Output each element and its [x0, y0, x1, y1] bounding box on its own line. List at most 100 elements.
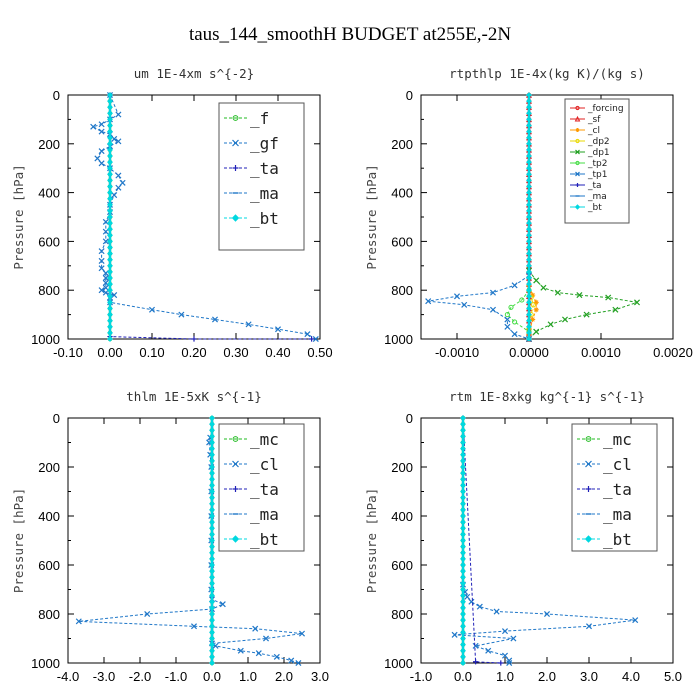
data-point — [107, 128, 113, 135]
data-point — [512, 319, 518, 325]
data-point — [115, 172, 122, 179]
data-point — [209, 641, 215, 648]
x-tick-label: 5.0 — [664, 669, 682, 684]
data-point — [209, 531, 215, 538]
data-point — [102, 218, 109, 225]
data-point — [209, 604, 215, 611]
data-point — [144, 610, 151, 618]
data-point — [107, 311, 113, 318]
data-point — [533, 328, 540, 335]
data-point — [288, 657, 295, 664]
data-point — [476, 603, 483, 610]
data-point — [102, 274, 109, 282]
data-point — [501, 652, 509, 659]
data-point — [526, 275, 532, 281]
data-point — [209, 476, 215, 483]
data-point — [526, 165, 532, 172]
data-point — [543, 610, 551, 618]
data-point — [102, 228, 109, 235]
data-point — [526, 244, 532, 251]
data-point — [107, 281, 113, 288]
y-tick-label: 0 — [406, 411, 413, 426]
data-point — [451, 631, 458, 638]
legend-entry: _ta — [250, 480, 279, 499]
y-tick-label: 1000 — [31, 656, 60, 671]
data-point — [252, 625, 259, 632]
data-point — [530, 302, 536, 308]
x-tick-label: 3.0 — [580, 669, 598, 684]
data-point — [209, 617, 215, 624]
data-point — [209, 568, 215, 575]
legend-marker — [574, 115, 581, 122]
data-point — [460, 476, 466, 483]
data-point — [107, 226, 113, 233]
data-point — [460, 623, 466, 630]
data-point — [209, 562, 215, 568]
y-tick-label: 200 — [391, 460, 413, 475]
data-point — [107, 220, 113, 227]
data-point — [107, 323, 113, 330]
series-bt — [526, 92, 532, 342]
legend-entry: _ma — [250, 184, 279, 203]
data-point — [526, 250, 532, 257]
data-point — [98, 148, 105, 155]
legend-entry: _bt — [603, 530, 632, 549]
data-point — [191, 336, 197, 342]
data-point — [115, 111, 122, 118]
x-tick-label: 1.0 — [496, 669, 514, 684]
legend-entry: _dp2 — [587, 137, 610, 147]
chart-panel-3: thlm 1E-5xK s^{-1} Pressure [hPa] 0 200 400 6… — [11, 389, 329, 684]
legend-marker — [231, 535, 240, 543]
data-point — [526, 159, 532, 166]
data-point — [526, 232, 532, 239]
data-point — [98, 128, 105, 135]
data-point — [209, 647, 215, 654]
chart-panel-1: um 1E-4xm s^{-2} Pressure [hPa] 0 200 400 600… — [11, 66, 333, 360]
data-point — [312, 335, 319, 342]
data-point — [107, 201, 113, 208]
series-dp1 — [525, 267, 641, 342]
data-point — [102, 279, 109, 286]
data-point — [107, 171, 113, 178]
y-tick-label: 400 — [38, 509, 60, 524]
data-point — [526, 134, 532, 141]
series-bt — [209, 415, 215, 666]
data-point — [460, 525, 466, 532]
data-point — [460, 549, 466, 556]
data-point — [107, 232, 113, 239]
data-point — [504, 316, 511, 323]
data-point — [473, 659, 479, 665]
data-point — [460, 494, 466, 501]
legend-entry: _ma — [250, 505, 279, 524]
data-point — [526, 305, 532, 312]
data-point — [460, 604, 466, 611]
data-point — [519, 297, 525, 303]
legend-entry: _dp1 — [587, 148, 610, 158]
data-point — [209, 464, 215, 470]
data-point — [107, 214, 113, 220]
data-point — [468, 598, 475, 605]
data-point — [547, 321, 554, 328]
data-point — [498, 660, 504, 666]
data-point — [209, 513, 215, 519]
data-point — [75, 618, 82, 625]
legend: _mc _cl _ta _ma _bt — [218, 423, 305, 552]
panel-title: thlm 1E-5xK s^{-1} — [126, 389, 261, 404]
data-point — [485, 647, 492, 654]
data-point — [107, 207, 113, 214]
data-point — [576, 292, 583, 299]
data-point — [111, 192, 118, 199]
legend-entry: _ta — [587, 181, 602, 191]
legend-marker — [575, 183, 580, 187]
data-point — [107, 116, 113, 123]
data-point — [526, 323, 532, 330]
y-tick-label: 600 — [391, 558, 413, 573]
legend-marker — [232, 165, 239, 171]
data-point — [274, 326, 282, 333]
legend-marker — [585, 486, 592, 492]
legend-entry: _ma — [587, 192, 607, 202]
y-tick-label: 400 — [38, 186, 60, 201]
data-point — [115, 138, 122, 145]
data-point — [107, 256, 113, 263]
